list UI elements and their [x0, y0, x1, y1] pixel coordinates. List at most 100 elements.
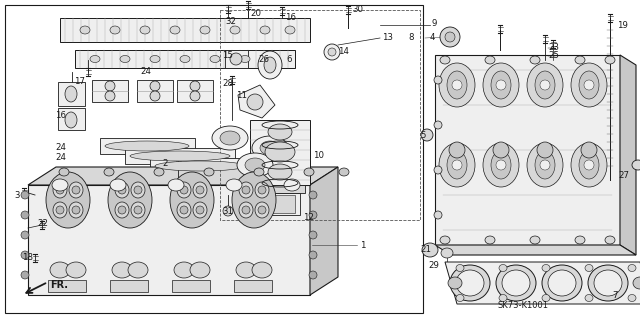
Ellipse shape — [584, 80, 594, 90]
Ellipse shape — [255, 202, 269, 218]
Ellipse shape — [180, 206, 188, 214]
Ellipse shape — [53, 202, 67, 218]
Ellipse shape — [112, 262, 132, 278]
Polygon shape — [435, 245, 636, 255]
Text: 2: 2 — [162, 160, 168, 168]
Ellipse shape — [540, 160, 550, 170]
Text: 30: 30 — [352, 5, 363, 14]
Ellipse shape — [242, 186, 250, 194]
Ellipse shape — [632, 160, 640, 170]
Polygon shape — [310, 167, 338, 295]
Text: 18: 18 — [22, 254, 33, 263]
Bar — [48, 280, 86, 292]
Ellipse shape — [434, 76, 442, 84]
Ellipse shape — [104, 168, 114, 176]
Ellipse shape — [628, 264, 636, 271]
Ellipse shape — [605, 56, 615, 64]
Ellipse shape — [588, 265, 628, 301]
Ellipse shape — [594, 270, 622, 296]
Ellipse shape — [150, 56, 160, 63]
Polygon shape — [58, 82, 85, 106]
Ellipse shape — [56, 206, 64, 214]
Ellipse shape — [118, 206, 126, 214]
Ellipse shape — [66, 262, 86, 278]
Ellipse shape — [56, 186, 64, 194]
Text: 20: 20 — [250, 10, 261, 19]
Ellipse shape — [575, 56, 585, 64]
Text: 24: 24 — [55, 144, 66, 152]
Text: 17: 17 — [74, 78, 85, 86]
Ellipse shape — [499, 264, 507, 271]
Text: 32: 32 — [225, 18, 236, 26]
Ellipse shape — [140, 26, 150, 34]
Ellipse shape — [421, 129, 433, 141]
Ellipse shape — [69, 182, 83, 198]
Ellipse shape — [447, 151, 467, 179]
Ellipse shape — [72, 206, 80, 214]
Text: 14: 14 — [338, 48, 349, 56]
Text: 3: 3 — [14, 190, 19, 199]
Polygon shape — [28, 167, 338, 185]
Ellipse shape — [131, 182, 145, 198]
Polygon shape — [435, 55, 620, 245]
Ellipse shape — [324, 44, 340, 60]
Ellipse shape — [448, 277, 462, 289]
Bar — [5, 5, 423, 313]
Ellipse shape — [21, 231, 29, 239]
Ellipse shape — [150, 81, 160, 91]
Polygon shape — [60, 18, 310, 42]
Ellipse shape — [196, 186, 204, 194]
Text: 10: 10 — [313, 151, 324, 160]
Ellipse shape — [527, 63, 563, 107]
Ellipse shape — [115, 202, 129, 218]
Ellipse shape — [571, 143, 607, 187]
Polygon shape — [150, 158, 250, 174]
Ellipse shape — [193, 182, 207, 198]
Ellipse shape — [65, 86, 77, 102]
Ellipse shape — [579, 151, 599, 179]
Ellipse shape — [155, 161, 245, 171]
Text: 25: 25 — [548, 51, 559, 61]
Ellipse shape — [200, 26, 210, 34]
Ellipse shape — [537, 142, 553, 158]
Ellipse shape — [232, 172, 276, 228]
Ellipse shape — [21, 211, 29, 219]
Polygon shape — [92, 80, 128, 102]
Text: 24: 24 — [140, 68, 151, 77]
Ellipse shape — [483, 143, 519, 187]
Ellipse shape — [53, 182, 67, 198]
Ellipse shape — [120, 56, 130, 63]
Text: 11: 11 — [236, 91, 247, 100]
Ellipse shape — [440, 56, 450, 64]
Ellipse shape — [46, 172, 90, 228]
Ellipse shape — [434, 211, 442, 219]
Bar — [220, 10, 420, 220]
Ellipse shape — [105, 91, 115, 101]
Ellipse shape — [168, 179, 184, 191]
Polygon shape — [620, 55, 636, 255]
Ellipse shape — [252, 262, 272, 278]
Ellipse shape — [309, 191, 317, 199]
Ellipse shape — [212, 126, 248, 150]
Ellipse shape — [339, 168, 349, 176]
Ellipse shape — [496, 265, 536, 301]
Ellipse shape — [633, 277, 640, 289]
Ellipse shape — [450, 265, 490, 301]
Ellipse shape — [491, 71, 511, 99]
Ellipse shape — [441, 248, 453, 258]
Ellipse shape — [174, 262, 194, 278]
Ellipse shape — [255, 182, 269, 198]
Polygon shape — [260, 193, 300, 215]
Text: 13: 13 — [382, 33, 393, 42]
Ellipse shape — [456, 264, 464, 271]
Bar — [110, 280, 148, 292]
Ellipse shape — [180, 186, 188, 194]
Ellipse shape — [190, 262, 210, 278]
Ellipse shape — [542, 294, 550, 301]
Text: 19: 19 — [617, 21, 628, 31]
Ellipse shape — [21, 251, 29, 259]
Ellipse shape — [447, 71, 467, 99]
Ellipse shape — [21, 271, 29, 279]
Bar — [265, 195, 295, 213]
Polygon shape — [445, 262, 640, 304]
